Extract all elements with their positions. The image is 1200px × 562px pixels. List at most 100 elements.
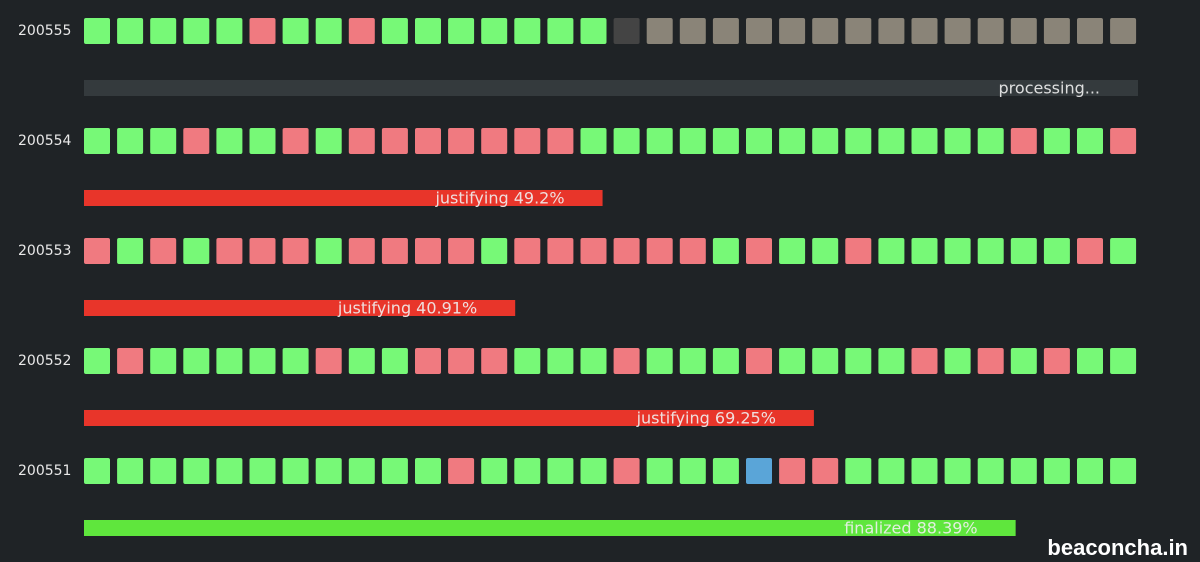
slot (381, 18, 408, 44)
slot (1077, 458, 1103, 484)
slot (779, 458, 806, 484)
epoch-number: 200553 (18, 243, 71, 259)
slot (812, 18, 839, 44)
slot (646, 458, 673, 484)
slot (84, 238, 110, 264)
slot (878, 18, 905, 44)
slot (117, 238, 144, 264)
slot (183, 348, 210, 374)
slot (1043, 458, 1070, 484)
slot (812, 128, 839, 154)
slot (415, 18, 441, 44)
slot (712, 18, 739, 44)
slot (580, 238, 607, 264)
slot (547, 348, 574, 374)
slot (481, 458, 508, 484)
slot (216, 348, 243, 374)
slot (1077, 348, 1103, 374)
slot (183, 458, 210, 484)
slot (746, 458, 772, 484)
slot (150, 128, 177, 154)
slot (448, 458, 475, 484)
slot (150, 18, 177, 44)
slot (1077, 128, 1103, 154)
slot (679, 128, 706, 154)
slot (547, 128, 574, 154)
slot (448, 348, 475, 374)
slot (746, 128, 772, 154)
slot (613, 458, 640, 484)
slot (1077, 18, 1103, 44)
slot (348, 18, 375, 44)
slot (646, 18, 673, 44)
slot (712, 458, 739, 484)
slot (315, 348, 342, 374)
slot (679, 458, 706, 484)
slot (415, 348, 441, 374)
slot (911, 458, 938, 484)
slot (746, 18, 772, 44)
slot (84, 18, 110, 44)
slot (1110, 348, 1137, 374)
slot (944, 348, 971, 374)
slot (977, 18, 1004, 44)
slot (481, 238, 508, 264)
slot (381, 348, 408, 374)
slot (779, 128, 806, 154)
slot (216, 238, 243, 264)
slot (249, 18, 276, 44)
slot (613, 348, 640, 374)
slot (1043, 238, 1070, 264)
slot (911, 18, 938, 44)
slot (117, 128, 144, 154)
slot (315, 238, 342, 264)
slot (348, 458, 375, 484)
slot (679, 18, 706, 44)
slot (481, 18, 508, 44)
slot (779, 348, 806, 374)
slot (845, 348, 872, 374)
slot (580, 348, 607, 374)
slot (282, 128, 309, 154)
slot (746, 348, 772, 374)
slot (712, 348, 739, 374)
slot (1110, 128, 1137, 154)
slot (679, 238, 706, 264)
slot (348, 128, 375, 154)
slot (481, 128, 508, 154)
progress-label: justifying 49.2% (434, 189, 564, 208)
slot (183, 128, 210, 154)
slot (1010, 348, 1037, 374)
slot (845, 458, 872, 484)
slot (183, 238, 210, 264)
progress-bar (84, 300, 516, 316)
slot (1043, 128, 1070, 154)
slot (878, 348, 905, 374)
slot (448, 128, 475, 154)
slot (315, 128, 342, 154)
slot (580, 18, 607, 44)
slot (282, 458, 309, 484)
slot (84, 128, 110, 154)
slot (911, 348, 938, 374)
slot (183, 18, 210, 44)
slot (547, 238, 574, 264)
slot (150, 458, 177, 484)
slot (1010, 458, 1037, 484)
slot (944, 458, 971, 484)
slot (315, 18, 342, 44)
slot (117, 458, 144, 484)
slot (944, 238, 971, 264)
slot (448, 18, 475, 44)
slot (712, 128, 739, 154)
slot (547, 18, 574, 44)
slot (282, 18, 309, 44)
epoch-number: 200552 (18, 353, 71, 369)
progress-label: finalized 88.39% (844, 519, 977, 538)
slot (1043, 348, 1070, 374)
slot (746, 238, 772, 264)
slot (381, 128, 408, 154)
slot (613, 128, 640, 154)
